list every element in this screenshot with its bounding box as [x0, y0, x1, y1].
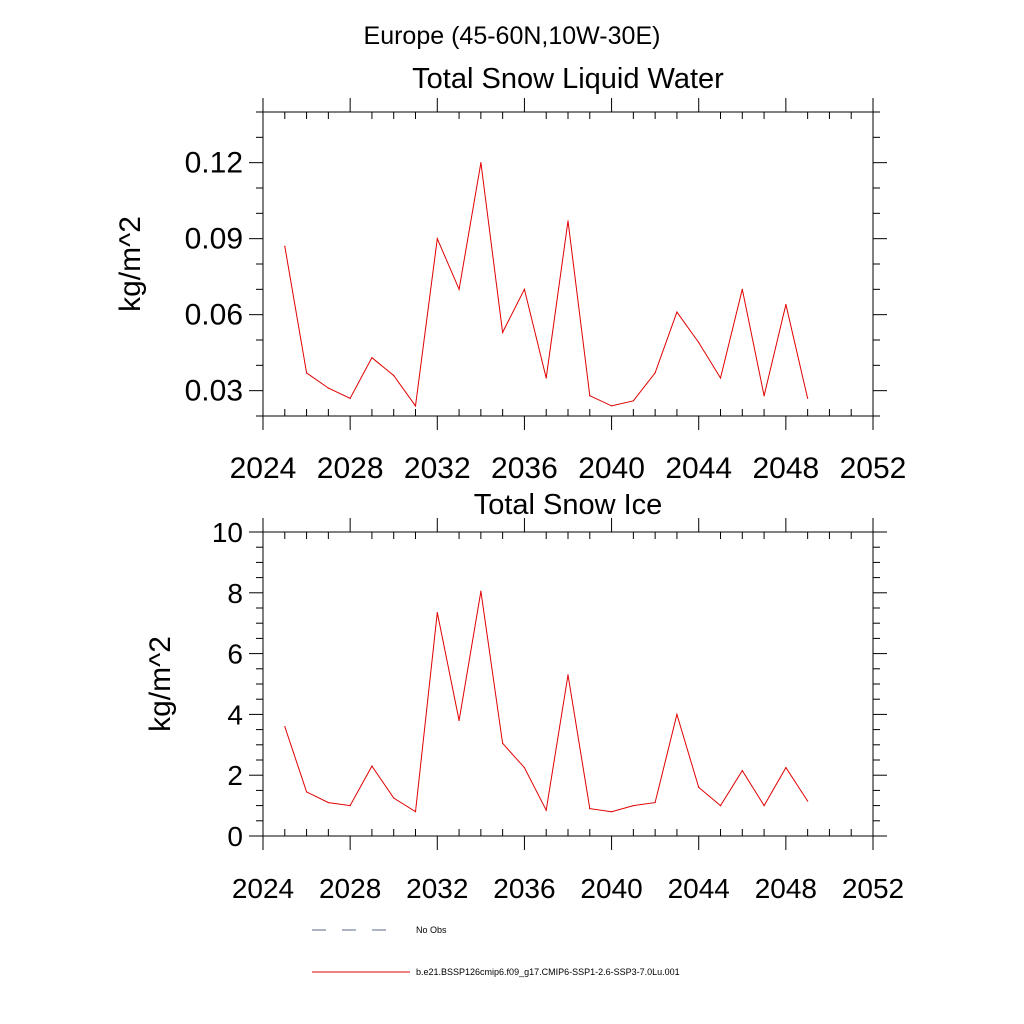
data-point	[676, 713, 678, 716]
data-point	[567, 674, 569, 676]
data-point	[589, 395, 591, 397]
data-point	[676, 311, 678, 313]
data-point	[610, 405, 613, 407]
y-tick-label: 0	[227, 821, 243, 852]
data-point	[632, 400, 634, 402]
series-line	[284, 162, 809, 408]
y-tick-label: 0.09	[185, 223, 243, 256]
data-point	[567, 220, 569, 222]
y-tick-label: 8	[227, 578, 243, 609]
data-point	[480, 162, 482, 164]
data-point	[763, 805, 765, 807]
data-point	[785, 767, 787, 769]
data-point	[545, 809, 547, 811]
x-tick-label: 2040	[580, 873, 642, 904]
data-point	[349, 805, 351, 807]
data-point	[741, 288, 743, 290]
data-point	[523, 767, 526, 769]
data-point	[654, 801, 656, 804]
series-line	[284, 591, 809, 813]
x-tick-label: 2048	[755, 873, 817, 904]
data-point	[502, 331, 504, 333]
data-point	[763, 395, 765, 397]
data-point	[305, 372, 308, 374]
data-point	[502, 742, 504, 744]
data-point	[458, 288, 460, 290]
data-point	[284, 725, 286, 728]
y-tick-label: 0.12	[185, 147, 243, 180]
data-point	[414, 811, 417, 813]
data-point	[393, 374, 395, 377]
chart-panel-snow-ice: Total Snow Ice kg/m^2 2024 2028 2032 2036 2040…	[144, 489, 904, 904]
data-point	[349, 397, 351, 399]
data-point	[436, 611, 438, 614]
y-tick-label: 0.06	[185, 299, 243, 332]
data-point	[436, 238, 438, 240]
y-tick-label: 0.03	[185, 375, 243, 408]
x-tick-label: 2036	[493, 873, 555, 904]
x-tick-label: 2032	[404, 452, 471, 485]
plot-frame	[262, 531, 874, 837]
y-axis-label: kg/m^2	[144, 636, 177, 732]
y-axis-label: kg/m^2	[114, 216, 147, 312]
x-tick-label: 2040	[578, 452, 645, 485]
data-point	[719, 377, 722, 379]
data-point	[698, 786, 700, 788]
data-point	[610, 811, 613, 813]
y-tick-label: 6	[227, 639, 243, 670]
data-point	[654, 372, 656, 374]
data-point	[785, 303, 787, 306]
data-point	[371, 357, 373, 359]
data-point	[807, 800, 809, 802]
data-point	[284, 245, 286, 247]
legend: No Obs b.e21.BSSP126cmip6.f09_g17.CMIP6-…	[312, 925, 680, 977]
data-point	[741, 770, 743, 772]
data-point	[393, 797, 395, 799]
data-point	[807, 397, 809, 399]
chart-title: Total Snow Ice	[474, 489, 663, 521]
data-point	[698, 341, 700, 344]
data-point	[327, 801, 329, 804]
y-tick-label: 2	[227, 760, 243, 791]
x-tick-label: 2028	[319, 873, 381, 904]
y-tick-label: 10	[212, 517, 243, 548]
chart-title: Total Snow Liquid Water	[412, 63, 724, 95]
legend-label-no-obs: No Obs	[416, 925, 447, 935]
figure-main-title: Europe (45-60N,10W-30E)	[364, 22, 661, 50]
x-tick-label: 2024	[232, 873, 294, 904]
data-point	[414, 405, 417, 407]
data-point	[327, 387, 329, 389]
x-tick-label: 2044	[668, 873, 730, 904]
data-point	[523, 288, 526, 290]
data-point	[545, 377, 547, 379]
data-point	[719, 805, 722, 807]
x-tick-label: 2032	[406, 873, 468, 904]
data-point	[305, 791, 308, 793]
x-tick-label: 2036	[491, 452, 558, 485]
data-point	[371, 765, 373, 767]
data-point	[589, 808, 591, 810]
x-tick-label: 2044	[665, 452, 732, 485]
chart-panel-snow-liquid-water: Total Snow Liquid Water kg/m^2 2024 2028 203…	[114, 63, 906, 485]
x-tick-label: 2028	[317, 452, 384, 485]
y-tick-label: 4	[227, 699, 243, 730]
x-tick-label: 2048	[752, 452, 819, 485]
data-point	[458, 719, 460, 722]
data-point	[632, 805, 634, 807]
plot-frame	[262, 111, 874, 417]
legend-label-model-run: b.e21.BSSP126cmip6.f09_g17.CMIP6-SSP1-2.…	[416, 967, 680, 977]
x-tick-label: 2052	[840, 452, 907, 485]
x-tick-label: 2052	[842, 873, 904, 904]
x-tick-label: 2024	[230, 452, 297, 485]
data-point	[480, 590, 482, 592]
